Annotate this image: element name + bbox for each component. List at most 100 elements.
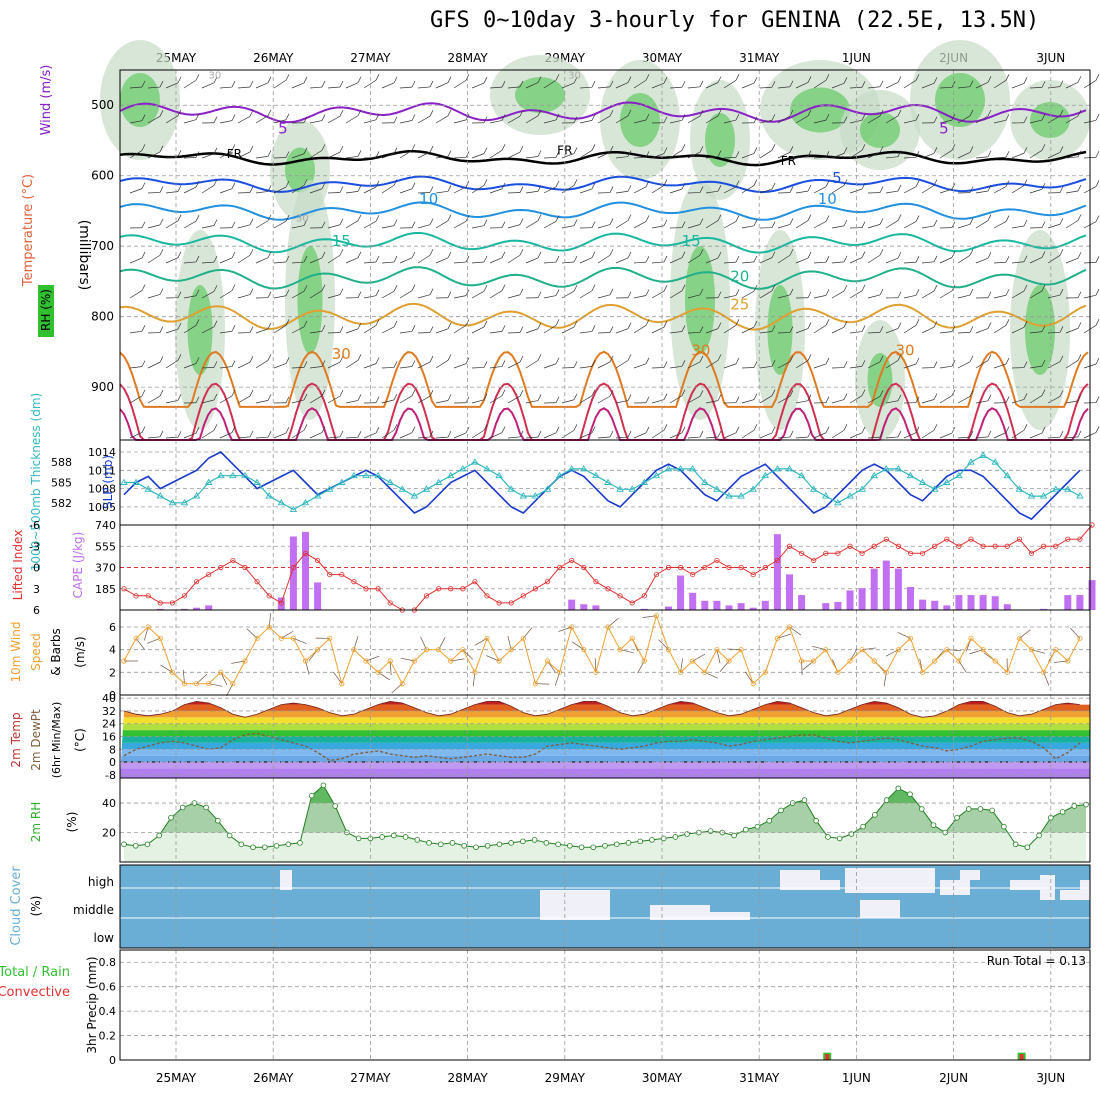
wind-barb: [291, 225, 305, 229]
cape-bar: [943, 605, 951, 610]
wind-barb-tick: [1041, 81, 1046, 88]
wind-barb-tick: [627, 291, 632, 298]
thickness-point: [918, 478, 927, 485]
wind-barb-tick: [375, 289, 380, 296]
wind-barb-tick: [591, 426, 596, 433]
li-point: [629, 600, 635, 606]
rh2m-point: [613, 841, 620, 848]
wind-barb-tick: [249, 80, 254, 88]
wind-barb: [237, 192, 251, 194]
wind10-point: [762, 669, 768, 675]
wind-barb: [975, 82, 989, 89]
wind-barb: [1047, 396, 1061, 404]
wind-barb-tick: [807, 430, 812, 438]
wind-barb-tick: [681, 284, 686, 291]
wind10-point: [556, 669, 563, 675]
wind-barb: [687, 86, 701, 89]
wind10-point: [1065, 658, 1071, 664]
wind-barb: [291, 399, 305, 404]
wind-barb: [291, 429, 305, 439]
wind-barb: [687, 395, 701, 404]
wind-barb-tick: [213, 320, 218, 327]
wind-barb: [1029, 365, 1043, 369]
date-label-bottom: 31MAY: [739, 1071, 780, 1085]
temp-band: [120, 730, 1090, 737]
wind-barb-tick: [177, 291, 182, 298]
cape-bar: [181, 608, 188, 610]
wind-barb: [597, 436, 611, 439]
cape-bar: [580, 604, 588, 610]
wind-barb-tick: [987, 354, 992, 361]
wind-barb: [831, 290, 845, 299]
wind-barb: [165, 220, 179, 229]
wind-barb: [867, 254, 881, 264]
rh2m-point: [355, 835, 362, 842]
date-label-bottom: 30MAY: [642, 1071, 683, 1085]
li-point: [895, 543, 902, 549]
wind-barb: [615, 257, 629, 264]
wind-barb: [885, 257, 899, 264]
cape-ytick: 555: [95, 540, 116, 553]
wind-barb-tick: [645, 357, 650, 364]
wind-barb-tick: [411, 182, 416, 189]
precip-conv-bar: [1019, 1054, 1024, 1060]
rh2m-point: [1059, 809, 1066, 815]
wind-barb-tick: [627, 354, 632, 361]
wind-barb: [525, 82, 539, 89]
wind-barb: [399, 432, 413, 439]
wind-barb: [885, 400, 899, 404]
wind-barb-tick: [375, 396, 380, 403]
wind-barb-tick: [735, 426, 740, 433]
date-label-bottom: 26MAY: [253, 1071, 294, 1085]
wind-barb-tick: [339, 186, 344, 193]
wind-barb-tick: [177, 150, 182, 157]
wind-barb: [147, 395, 161, 404]
wind-barb: [561, 185, 575, 194]
wind-barb: [381, 291, 395, 299]
wind-barb: [327, 224, 341, 229]
wind-barb-tick: [357, 109, 362, 116]
wind-barb: [435, 115, 449, 124]
wind10-point: [859, 647, 865, 653]
cape-bar: [894, 568, 902, 610]
wind-barb: [327, 395, 341, 404]
wind-barb-tick: [195, 180, 200, 188]
rh2m-point: [590, 844, 597, 851]
rh2m-point: [203, 804, 209, 811]
wind-barb: [1047, 152, 1061, 159]
li-point: [617, 593, 623, 599]
wind-barb-tick: [303, 393, 308, 401]
wind-barb: [489, 188, 503, 194]
wind-barb-tick: [303, 255, 308, 263]
li-point: [932, 543, 938, 549]
thickness-point: [301, 498, 310, 506]
wind-barb-tick: [771, 389, 776, 396]
wind10-point: [629, 635, 635, 641]
li-point: [665, 564, 672, 571]
wind-barb-tick: [267, 354, 272, 361]
wind-barb-tick: [735, 151, 740, 158]
wind-barb: [399, 366, 413, 369]
wind-barb-tick: [1059, 326, 1064, 333]
temp-band: [120, 710, 1090, 718]
wind-barb-tick: [285, 357, 290, 364]
contour-label: 30: [296, 214, 309, 225]
wind-barb: [723, 79, 737, 89]
wind-barb-tick: [897, 430, 902, 438]
wind-barb: [597, 224, 611, 229]
wind-barb: [147, 115, 161, 124]
wind-barb-tick: [699, 109, 704, 117]
wind-barb-tick: [213, 179, 218, 186]
wind-barb-tick: [537, 430, 542, 438]
wind-barb-tick: [627, 430, 632, 438]
thickness-point: [846, 492, 854, 499]
wind-barb-tick: [267, 76, 272, 83]
wind-barb: [597, 151, 611, 159]
cloud-gap: [780, 870, 820, 890]
wind-barb: [1065, 400, 1079, 404]
wind-barb: [939, 86, 953, 89]
wind-barb: [813, 261, 827, 264]
wind-barb-tick: [717, 150, 722, 157]
li-point: [194, 579, 200, 585]
wind-barb-tick: [555, 215, 560, 222]
